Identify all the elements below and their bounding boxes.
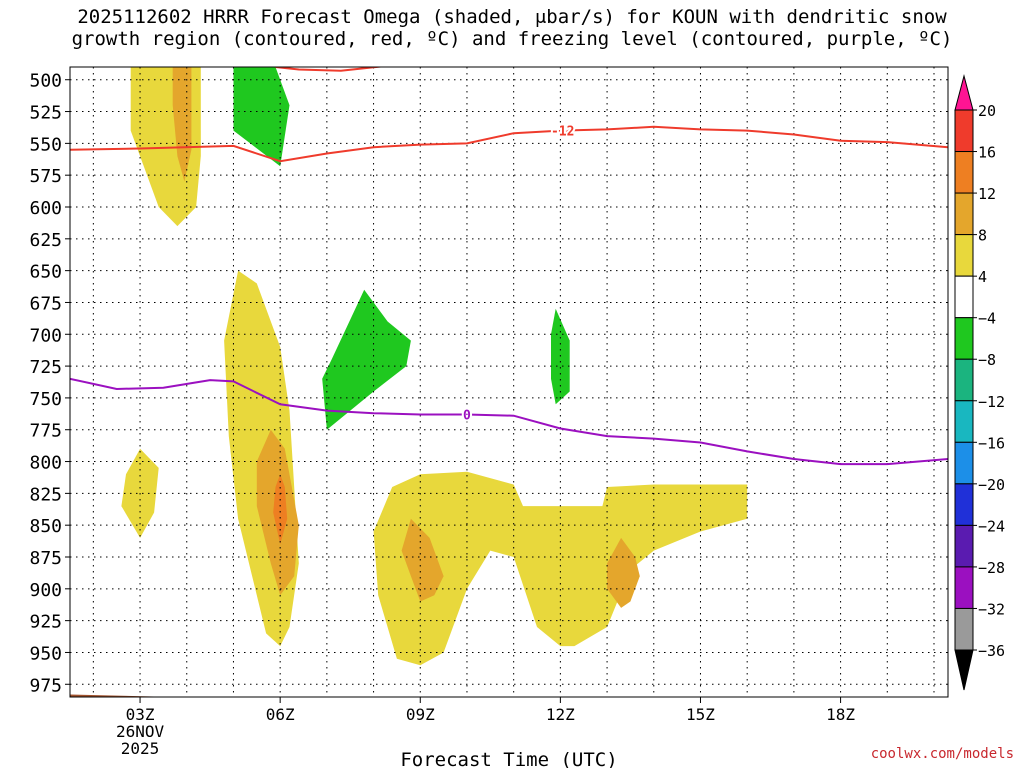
colorbar-bin	[954, 400, 974, 443]
y-tick-label: 950	[29, 643, 62, 664]
colorbar-bin	[954, 317, 974, 360]
y-tick-label: 525	[29, 103, 62, 124]
colorbar-bin	[954, 524, 974, 568]
chart-title: 2025112602 HRRR Forecast Omega (shaded, …	[0, 6, 1024, 50]
colorbar-label: 8	[978, 227, 987, 245]
y-tick-label: 625	[29, 230, 62, 251]
colorbar-label: −12	[978, 393, 1005, 411]
dgz-contour-top	[275, 67, 385, 72]
x-axis-label: Forecast Time (UTC)	[400, 749, 617, 768]
omega-region-mid-ascent-small	[551, 308, 570, 405]
colorbar-label: 20	[978, 102, 996, 120]
freezing-level-label: 0	[463, 408, 471, 423]
y-tick-label: 600	[29, 198, 62, 219]
y-tick-label: 850	[29, 516, 62, 537]
colorbar-label: −28	[978, 559, 1005, 577]
x-tick-label: 06Z	[266, 705, 295, 724]
colorbar-bin	[954, 566, 974, 609]
x-tick-label: 15Z	[686, 705, 715, 724]
y-tick-label: 675	[29, 293, 62, 314]
y-tick-label: 500	[29, 71, 62, 92]
y-tick-label: 725	[29, 357, 62, 378]
plot-content: -12 0	[70, 67, 948, 697]
y-tick-label: 925	[29, 612, 62, 633]
colorbar-bin	[954, 358, 974, 402]
colorbar-label: −32	[978, 600, 1005, 618]
plot-area	[70, 67, 948, 697]
y-tick-label: 700	[29, 325, 62, 346]
omega-region-lowlevel-core-a	[401, 518, 444, 602]
colorbar-label: −36	[978, 642, 1005, 660]
colorbar-bin	[954, 483, 974, 526]
colorbar-label: −24	[978, 517, 1005, 535]
colorbar-bin	[954, 607, 974, 651]
omega-region-lowlevel-east	[373, 471, 748, 666]
colorbar-top-arrow	[954, 74, 974, 111]
dgz-contour-label: -12	[551, 125, 574, 140]
colorbar-label: −16	[978, 434, 1005, 452]
x-tick-label: 12Z	[546, 705, 575, 724]
x-tick-label: 18Z	[826, 705, 855, 724]
title-line-1: 2025112602 HRRR Forecast Omega (shaded, …	[77, 6, 947, 28]
y-tick-label: 975	[29, 675, 62, 696]
colorbar-label: 4	[978, 268, 987, 286]
colorbar-bin	[954, 192, 974, 236]
y-tick-label: 775	[29, 421, 62, 442]
terrain-surface	[70, 694, 176, 697]
y-tick-label: 550	[29, 134, 62, 155]
title-line-2: growth region (contoured, red, ºC) and f…	[71, 28, 953, 50]
y-tick-label: 750	[29, 389, 62, 410]
dgz-contour-minus12	[70, 125, 948, 163]
y-tick-label: 650	[29, 262, 62, 283]
colorbar-label: −20	[978, 476, 1005, 494]
omega-region-mid-ascent	[322, 289, 411, 430]
colorbar-bin	[954, 275, 974, 319]
y-tick-label: 575	[29, 166, 62, 187]
colorbar-bin	[954, 109, 974, 153]
omega-region-main-column-peak	[273, 474, 288, 545]
y-tick-label: 825	[29, 484, 62, 505]
x-tick-sublabel: 2025	[121, 739, 160, 758]
x-tick-sublabel: 26NOV	[116, 722, 165, 741]
freezing-level-contour	[70, 377, 948, 466]
y-tick-label: 800	[29, 453, 62, 474]
x-tick-label: 09Z	[406, 705, 435, 724]
source-credit: coolwx.com/models	[870, 746, 1014, 762]
colorbar-label: −4	[978, 310, 996, 328]
colorbar-label: −8	[978, 351, 996, 369]
colorbar-bottom-arrow	[954, 649, 974, 691]
omega-region-early-upper-core	[172, 67, 192, 182]
colorbar-label: 12	[978, 185, 996, 203]
omega-region-ascent-upper	[233, 67, 290, 167]
colorbar-label: 16	[978, 144, 996, 162]
x-tick-label: 03Z	[126, 705, 155, 724]
colorbar-bin	[954, 151, 974, 194]
omega-region-lowlevel-core-b	[607, 537, 640, 608]
plot-frame	[69, 66, 949, 698]
y-tick-label: 900	[29, 580, 62, 601]
colorbar-bin	[954, 441, 974, 485]
y-tick-label: 875	[29, 548, 62, 569]
colorbar-bin	[954, 234, 974, 277]
